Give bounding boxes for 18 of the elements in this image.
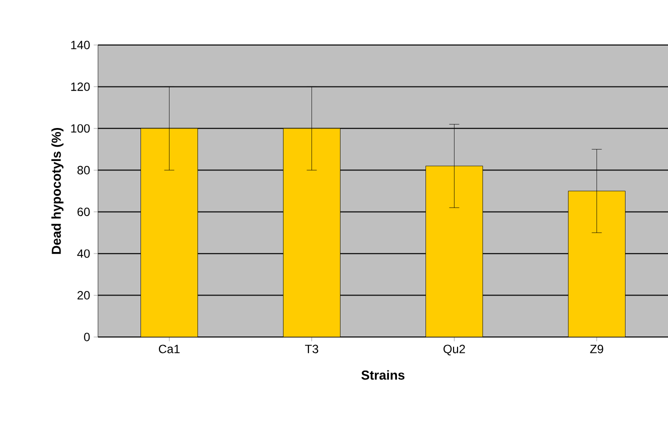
y-tick-label: 40 <box>77 249 90 258</box>
y-tick-label: 100 <box>71 124 90 133</box>
y-tick-label: 0 <box>84 332 90 342</box>
x-tick-label: T3 <box>305 344 318 354</box>
bar <box>568 190 626 337</box>
y-tick-label: 120 <box>71 82 90 91</box>
y-axis-title: Dead hypocotyls (%) <box>51 128 64 254</box>
y-tick-label: 140 <box>71 40 90 50</box>
y-tick-label: 80 <box>77 166 90 174</box>
y-tick-label: 60 <box>78 208 90 216</box>
x-tick-label: Ca1 <box>158 344 180 354</box>
bar <box>283 128 340 337</box>
bar <box>426 166 483 337</box>
x-tick-label: Qu2 <box>444 344 465 356</box>
bar <box>140 128 198 337</box>
y-tick-label: 20 <box>78 291 90 300</box>
x-axis-title: Strains <box>361 370 404 380</box>
x-tick-label: Z9 <box>590 344 604 354</box>
